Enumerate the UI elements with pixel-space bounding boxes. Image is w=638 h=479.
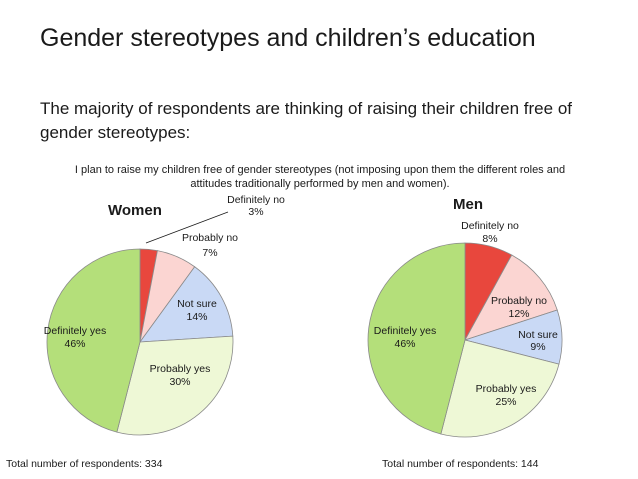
slide-title: Gender stereotypes and children’s educat… xyxy=(40,24,536,52)
slice-value-men-probably-no: 12% xyxy=(508,308,529,320)
leader-line-women-definitely-no xyxy=(145,211,229,244)
slice-label-men-definitely-no: Definitely no xyxy=(461,220,519,232)
pie-title-women: Women xyxy=(108,202,162,219)
slice-value-women-definitely-no: 3% xyxy=(248,206,263,218)
pie-slice-women-definitely-yes xyxy=(46,248,141,433)
slice-label-men-not-sure: Not sure xyxy=(518,329,558,341)
slice-label-women-not-sure: Not sure xyxy=(177,298,217,310)
slice-value-men-probably-yes: 25% xyxy=(495,396,516,408)
pie-slice-men-probably-yes xyxy=(440,339,560,438)
slice-value-men-definitely-no: 8% xyxy=(482,233,497,245)
slide-subtitle: The majority of respondents are thinking… xyxy=(40,99,572,142)
slice-label-women-probably-no: Probably no xyxy=(182,232,238,244)
chart-title: I plan to raise my children free of gend… xyxy=(74,164,566,190)
pie-slice-men-definitely-yes xyxy=(367,242,466,435)
slice-value-women-definitely-yes: 46% xyxy=(64,338,85,350)
slice-label-men-probably-no: Probably no xyxy=(491,295,547,307)
slice-value-men-definitely-yes: 46% xyxy=(394,338,415,350)
total-respondents-men: Total number of respondents: 144 xyxy=(382,458,539,470)
pie-slice-women-probably-yes xyxy=(116,335,234,436)
total-respondents-women: Total number of respondents: 334 xyxy=(6,458,163,470)
slice-value-women-probably-yes: 30% xyxy=(169,376,190,388)
slice-label-men-probably-yes: Probably yes xyxy=(476,383,537,395)
slice-label-women-definitely-yes: Definitely yes xyxy=(44,325,106,337)
slice-label-women-probably-yes: Probably yes xyxy=(150,363,211,375)
pie-title-men: Men xyxy=(453,196,483,213)
pie-slice-women-not-sure xyxy=(139,266,234,343)
pie-slice-men-probably-no xyxy=(464,254,558,341)
slice-label-women-definitely-no: Definitely no xyxy=(227,194,285,206)
slice-value-women-probably-no: 7% xyxy=(202,247,217,259)
slice-value-women-not-sure: 14% xyxy=(186,311,207,323)
slice-label-men-definitely-yes: Definitely yes xyxy=(374,325,436,337)
slice-value-men-not-sure: 9% xyxy=(530,341,545,353)
